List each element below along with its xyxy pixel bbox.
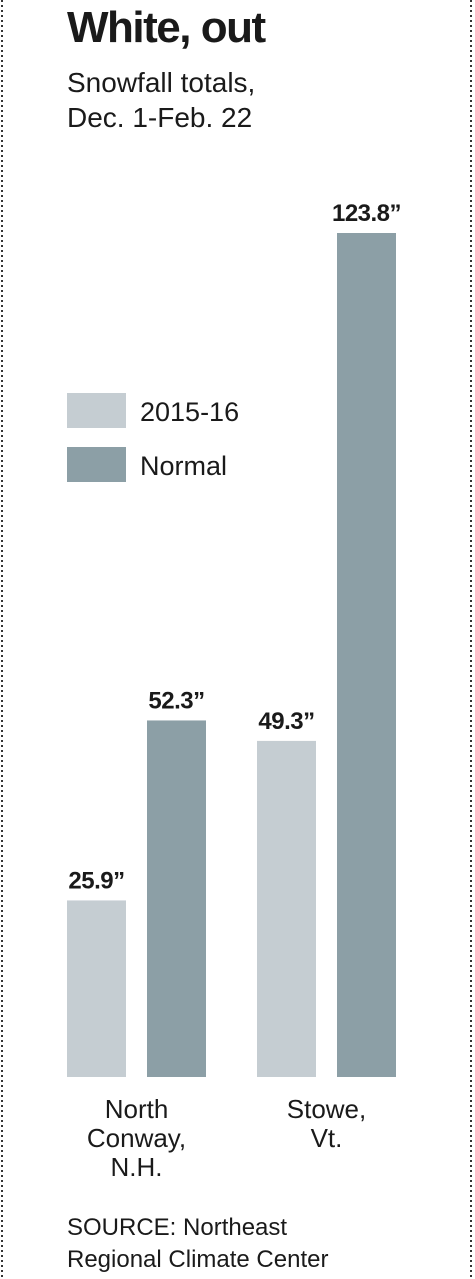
bar [147, 720, 206, 1077]
legend-swatch [67, 447, 126, 482]
bar [337, 233, 396, 1077]
chart-title: White, out [67, 3, 266, 52]
subtitle: Snowfall totals, [67, 67, 255, 98]
bar [257, 740, 316, 1077]
category-label: N.H. [111, 1152, 163, 1182]
category-label: North [105, 1094, 169, 1124]
category-label: Stowe, [287, 1094, 367, 1124]
source: Regional Climate Center [67, 1246, 328, 1273]
source: SOURCE: Northeast [67, 1214, 287, 1241]
category-label: Conway, [87, 1123, 186, 1153]
value-label: 123.8” [332, 200, 401, 227]
value-label: 49.3” [258, 708, 314, 735]
legend-swatch [67, 393, 126, 428]
value-label: 25.9” [68, 867, 124, 894]
legend-label: Normal [140, 451, 227, 481]
category-label: Vt. [311, 1123, 343, 1153]
value-label: 52.3” [148, 687, 204, 714]
legend-label: 2015-16 [140, 397, 239, 427]
bar [67, 900, 126, 1077]
subtitle: Dec. 1-Feb. 22 [67, 102, 252, 133]
